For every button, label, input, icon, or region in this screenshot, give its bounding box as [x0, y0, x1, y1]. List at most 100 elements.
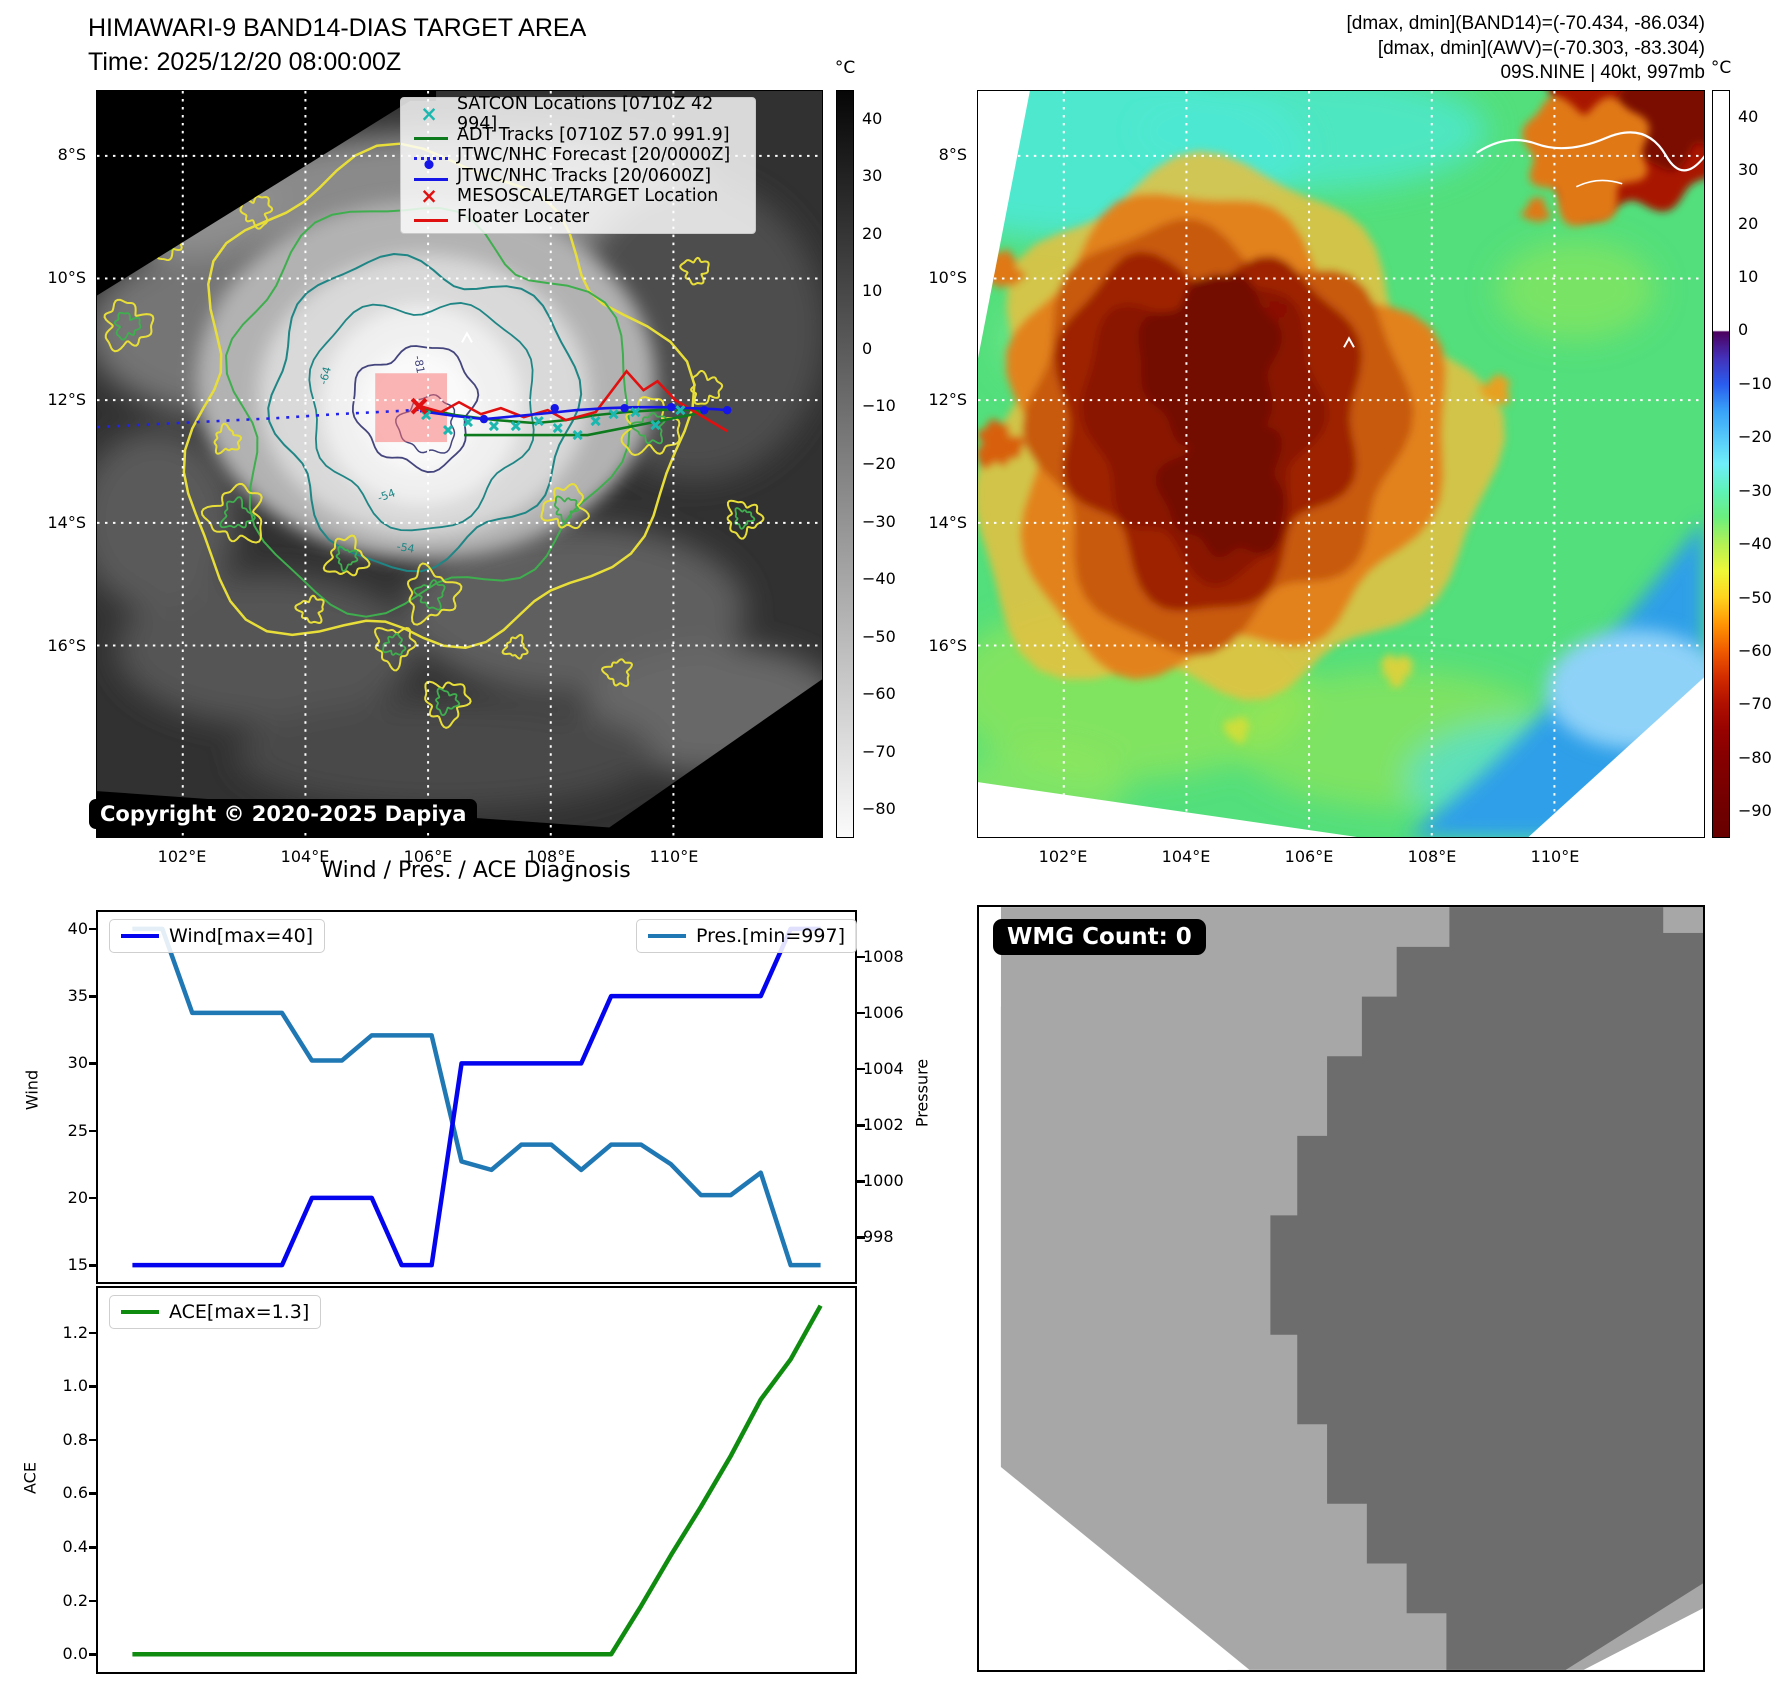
map1-lat-tick: 12°S: [47, 390, 86, 409]
jtwc-track-point: [550, 403, 559, 413]
map2-lon-tick: 108°E: [1407, 847, 1457, 866]
ace-tick: 0.8: [62, 1429, 88, 1449]
ace-axis-label: ACE: [20, 1462, 40, 1494]
ace-legend-label: ACE[max=1.3]: [169, 1301, 310, 1323]
warm-spot: [1478, 374, 1511, 406]
awv-colorbar-tick: −20: [1738, 427, 1772, 447]
wind-legend: Wind[max=40]: [109, 919, 326, 953]
warm-spot: [1380, 654, 1414, 688]
map1-lon-tick: 110°E: [649, 847, 699, 866]
ace-tick: 0.4: [62, 1537, 88, 1557]
band14-colorbar-tick: 30: [862, 166, 883, 186]
storm-center-glyph: [1343, 336, 1355, 348]
wind-series-line: [132, 926, 821, 1268]
convection-contour: [620, 396, 681, 457]
contour-value-label: -54: [396, 540, 416, 556]
storm-id-intensity: 09S.NINE | 40kt, 997mb: [1500, 62, 1705, 84]
legend-item-mesoscale: × MESOSCALE/TARGET Location: [409, 186, 747, 207]
ace-legend: ACE[max=1.3]: [109, 1295, 322, 1329]
ace-tick: 0.0: [62, 1644, 88, 1664]
pressure-line-icon: [648, 934, 686, 938]
awv-satellite-map: [977, 90, 1705, 838]
map2-lat-tick: 12°S: [928, 390, 967, 409]
convection-contour-inner: [553, 495, 580, 523]
ace-line-icon: [121, 1310, 159, 1314]
jtwc-track-point: [479, 414, 489, 424]
legend-item-jtwc-tracks: JTWC/NHC Tracks [20/0600Z]: [409, 166, 747, 187]
jtwc-track-point: [723, 405, 732, 415]
convection-contour: [200, 482, 263, 544]
wmg-white-wedge: [979, 1449, 1250, 1670]
map2-lat-tick: 10°S: [928, 268, 967, 287]
timestamp: Time: 2025/12/20 08:00:00Z: [88, 48, 402, 76]
axis-tick-mark: [857, 1011, 865, 1015]
axis-tick-mark: [857, 1124, 865, 1127]
contour-value-label: -54: [376, 486, 397, 504]
awv-colorbar-tick: 10: [1738, 267, 1759, 286]
map1-lat-tick: 10°S: [47, 268, 86, 287]
band14-colorbar-tick: −80: [862, 799, 896, 819]
axis-tick-mark: [857, 955, 865, 959]
axis-tick-mark: [857, 1067, 865, 1071]
awv-colorbar-tick: −30: [1738, 480, 1772, 500]
convection-contour: [406, 562, 463, 626]
mesoscale-x-icon: ×: [420, 184, 438, 209]
grid-lines: [978, 91, 1704, 837]
awv-colorbar-tick: −60: [1738, 641, 1772, 660]
ace-tick: 0.2: [62, 1590, 88, 1610]
band14-colorbar-tick: 10: [862, 281, 883, 301]
pressure-tick: 1002: [863, 1115, 904, 1135]
convection-contour-inner: [630, 412, 667, 445]
wind-tick: 20: [67, 1187, 88, 1207]
map1-lat-tick: 14°S: [47, 513, 86, 532]
contour-value-label: -81: [411, 355, 427, 375]
band14-colorbar-tick: −10: [862, 396, 896, 416]
pressure-series-line: [132, 926, 821, 1268]
floater-line-icon: [413, 218, 448, 222]
page-title: HIMAWARI-9 BAND14-DIAS TARGET AREA: [88, 14, 587, 42]
awv-colorbar-tick: 30: [1738, 160, 1759, 180]
map2-lat-tick: 14°S: [928, 513, 967, 532]
convection-contour-inner: [413, 579, 446, 611]
map2-lon-tick: 102°E: [1038, 847, 1088, 866]
awv-colorbar-tick: 0: [1738, 320, 1749, 340]
axis-tick-mark: [89, 1653, 97, 1656]
ace-chart: [96, 1286, 857, 1674]
target-area-box: [375, 373, 448, 443]
adt-track-line: [463, 410, 705, 437]
wind-tick: 30: [67, 1053, 88, 1073]
ace-tick: 1.2: [62, 1322, 88, 1342]
awv-colorbar-tick: −90: [1738, 801, 1772, 821]
convection-contour: [239, 195, 274, 230]
legend-label: ADT Tracks [0710Z 57.0 991.9]: [457, 124, 730, 145]
axis-tick-mark: [89, 1264, 97, 1267]
wmg-corner-notch: [1663, 907, 1703, 933]
convection-contour-inner: [335, 545, 359, 572]
ace-plot: [132, 1304, 823, 1657]
awv-colorbar-tick: 40: [1738, 106, 1759, 126]
legend-item-satcon: × SATCON Locations [0710Z 42 994]: [409, 94, 747, 134]
ace-tick: 1.0: [62, 1376, 88, 1396]
map1-lon-tick: 104°E: [280, 847, 330, 866]
legend-item-forecast: JTWC/NHC Forecast [20/0000Z]: [409, 145, 747, 166]
satcon-x-icon: ×: [420, 102, 438, 127]
diagnosis-title: Wind / Pres. / ACE Diagnosis: [321, 858, 631, 883]
axis-tick-mark: [89, 1385, 97, 1388]
legend-label: JTWC/NHC Tracks [20/0600Z]: [457, 165, 712, 186]
band14-colorbar-unit: °C: [834, 58, 856, 78]
ace-series-line: [132, 1304, 823, 1657]
band14-colorbar-tick: 0: [862, 338, 873, 358]
coastline: [1575, 179, 1623, 188]
copyright-badge: Copyright © 2020-2025 Dapiya: [89, 799, 478, 829]
legend-label: SATCON Locations [0710Z 42 994]: [457, 94, 714, 135]
wind-line-icon: [121, 934, 159, 938]
warm-spot: [1223, 717, 1251, 745]
axis-tick-mark: [89, 1062, 97, 1065]
pressure-legend: Pres.[min=997]: [636, 919, 857, 953]
axis-tick-mark: [89, 1331, 97, 1334]
coastline: [1476, 131, 1704, 172]
jtwc-track-point: [700, 405, 709, 415]
band14-colorbar-tick: −40: [862, 569, 896, 589]
jtwc-track-point: [620, 403, 629, 413]
wmg-count-badge: WMG Count: 0: [993, 919, 1206, 955]
